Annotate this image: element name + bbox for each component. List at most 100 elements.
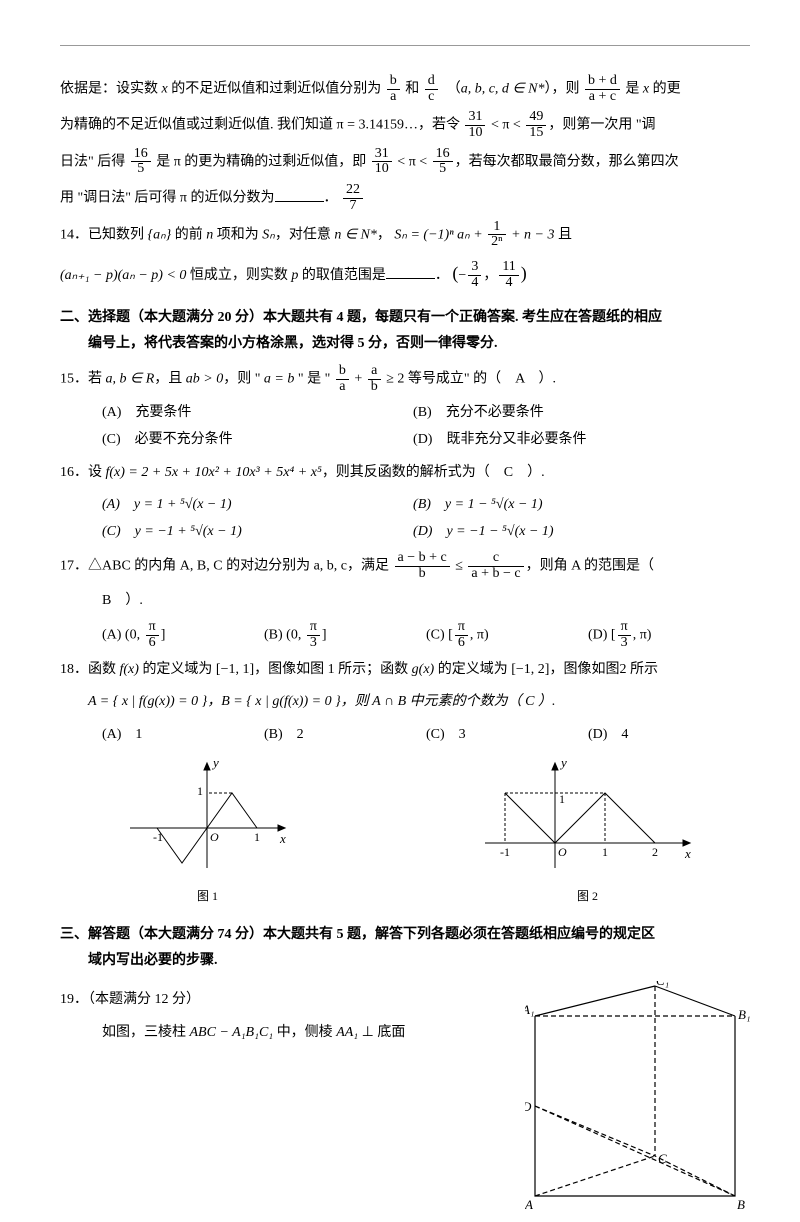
text: ），则 — [544, 81, 583, 96]
fig1-wrap: O -1 1 1 x y 图 1 — [60, 753, 295, 908]
text: A = { x | f(g(x)) = 0 }，B = { x | g(f(x)… — [88, 694, 555, 709]
den: 6 — [455, 635, 468, 651]
text: + n − 3 — [508, 227, 555, 242]
num: 1 — [488, 220, 505, 235]
blank — [275, 187, 324, 202]
opt-b: (B) y = 1 − ⁵√(x − 1) — [413, 492, 724, 519]
xtick: 1 — [602, 845, 608, 859]
text: 设 — [88, 465, 106, 480]
den: 3 — [618, 635, 631, 651]
ylabel: y — [211, 755, 219, 770]
den: 10 — [372, 161, 392, 177]
p17-ans: B ）. — [60, 588, 750, 615]
num: 16 — [433, 147, 453, 162]
section-2-title: 二、选择题（本大题满分 20 分）本大题共有 4 题，每题只有一个正确答案. 考… — [60, 305, 750, 358]
lbl-D: D — [525, 1099, 532, 1114]
p18-l2: A = { x | f(g(x)) = 0 }，B = { x | g(f(x)… — [60, 689, 750, 716]
den: 4 — [468, 275, 481, 291]
p19-row: 19．（本题满分 12 分） 如图，三棱柱 ABC − A₁B₁C₁ 中，侧棱 … — [60, 981, 750, 1222]
num: c — [468, 551, 523, 566]
num: 49 — [526, 110, 546, 125]
num: π — [146, 620, 159, 635]
r: , π) — [633, 628, 652, 643]
num: 31 — [465, 110, 485, 125]
xtick: 1 — [254, 830, 260, 844]
p17-opts: (A) (0, π6] (B) (0, π3] (C) [π6, π) (D) … — [60, 620, 750, 650]
prism-svg: A B C A₁ B₁ C₁ D — [525, 981, 750, 1211]
text: 中，侧棱 — [273, 1025, 336, 1040]
opt-c: (C) y = −1 + ⁵√(x − 1) — [102, 519, 413, 546]
no: 14． — [60, 227, 88, 242]
p13-line1: 依据是：设实数 x 的不足近似值和过剩近似值分别为 ba 和 dc （a, b,… — [60, 74, 750, 104]
num: 3 — [468, 260, 481, 275]
no: 17． — [60, 559, 88, 574]
l: (B) (0, — [264, 628, 305, 643]
den: a + b − c — [468, 566, 523, 582]
text: 项和为 — [213, 227, 262, 242]
p15: 15．若 a, b ∈ R，且 ab > 0，则 " a = b " 是 " b… — [60, 364, 750, 394]
text: 依据是：设实数 — [60, 81, 162, 96]
text: ≥ 2 等号成立" 的（ A ）. — [383, 371, 556, 386]
den: 2ⁿ — [488, 234, 505, 250]
ylabel: y — [559, 755, 567, 770]
p18-opts: (A) 1 (B) 2 (C) 3 (D) 4 — [60, 722, 750, 749]
opt-d: (D) 4 — [588, 722, 750, 749]
text: ⊥ 底面 — [358, 1025, 405, 1040]
text: ，则第一次用 "调 — [548, 118, 655, 133]
den: 3 — [307, 635, 320, 651]
text: ，若每次都取最简分数，那么第四次 — [455, 154, 679, 169]
blank — [386, 264, 435, 279]
p17: 17．△ABC 的内角 A, B, C 的对边分别为 a, b, c，满足 a … — [60, 551, 750, 581]
text: 日法" 后得 — [60, 154, 129, 169]
text: 函数 — [88, 662, 120, 677]
text: 已知数列 — [88, 227, 148, 242]
opt-a: (A) y = 1 + ⁵√(x − 1) — [102, 492, 413, 519]
O: O — [210, 830, 219, 844]
fig2-svg: O -1 1 2 1 x y — [475, 753, 700, 873]
opt-d: (D) 既非充分又非必要条件 — [413, 427, 724, 454]
lbl-A1: A₁ — [525, 1002, 534, 1017]
text: ，则 " — [223, 371, 264, 386]
num: a − b + c — [395, 551, 450, 566]
text: ． — [324, 191, 338, 206]
p18-l1: 18．函数 f(x) 的定义域为 [−1, 1]，图像如图 1 所示；函数 g(… — [60, 657, 750, 684]
lbl-C1: C₁ — [656, 981, 669, 988]
no: 18． — [60, 662, 88, 677]
r: ] — [322, 628, 327, 643]
ineq: (aₙ₊₁ − p)(aₙ − p) < 0 — [60, 268, 186, 283]
text: 的不足近似值和过剩近似值分别为 — [168, 81, 385, 96]
text: 的定义域为 [−1, 1]，图像如图 1 所示；函数 — [139, 662, 412, 677]
lbl-B1: B₁ — [738, 1007, 750, 1022]
prism-fig: A B C A₁ B₁ C₁ D — [525, 981, 750, 1222]
p19-text: 19．（本题满分 12 分） 如图，三棱柱 ABC − A₁B₁C₁ 中，侧棱 … — [60, 981, 525, 1052]
den: a + c — [585, 89, 620, 105]
fig1-svg: O -1 1 1 x y — [120, 753, 295, 873]
num: π — [455, 620, 468, 635]
O: O — [558, 845, 567, 859]
den: 6 — [146, 635, 159, 651]
opt-a: (A) 1 — [102, 722, 264, 749]
nin: n ∈ N* — [334, 227, 377, 242]
num: a — [368, 364, 381, 379]
den: b — [395, 566, 450, 582]
top-rule — [60, 45, 750, 46]
text: 为精确的不足近似值或过剩近似值. 我们知道 π = 3.14159…，若令 — [60, 118, 463, 133]
no: 15． — [60, 371, 88, 386]
no: 19． — [60, 992, 88, 1007]
text: 和 — [402, 81, 423, 96]
section-3-title: 三、解答题（本大题满分 74 分）本大题共有 5 题，解答下列各题必须在答题纸相… — [60, 922, 750, 975]
den: b — [368, 379, 381, 395]
num: π — [307, 620, 320, 635]
text: 编号上，将代表答案的小方格涂黑，选对得 5 分，否则一律得零分. — [60, 336, 498, 351]
opt-c: (C) 必要不充分条件 — [102, 427, 413, 454]
xtick: -1 — [500, 845, 510, 859]
ytick: 1 — [197, 784, 203, 798]
gx: g(x) — [412, 662, 435, 677]
lbl-C: C — [658, 1151, 667, 1166]
text: 的取值范围是 — [298, 268, 386, 283]
l: (D) [ — [588, 628, 616, 643]
opt-d: (D) y = −1 − ⁵√(x − 1) — [413, 519, 724, 546]
text: " 是 " — [294, 371, 333, 386]
num: 31 — [372, 147, 392, 162]
text: ． — [435, 268, 449, 283]
